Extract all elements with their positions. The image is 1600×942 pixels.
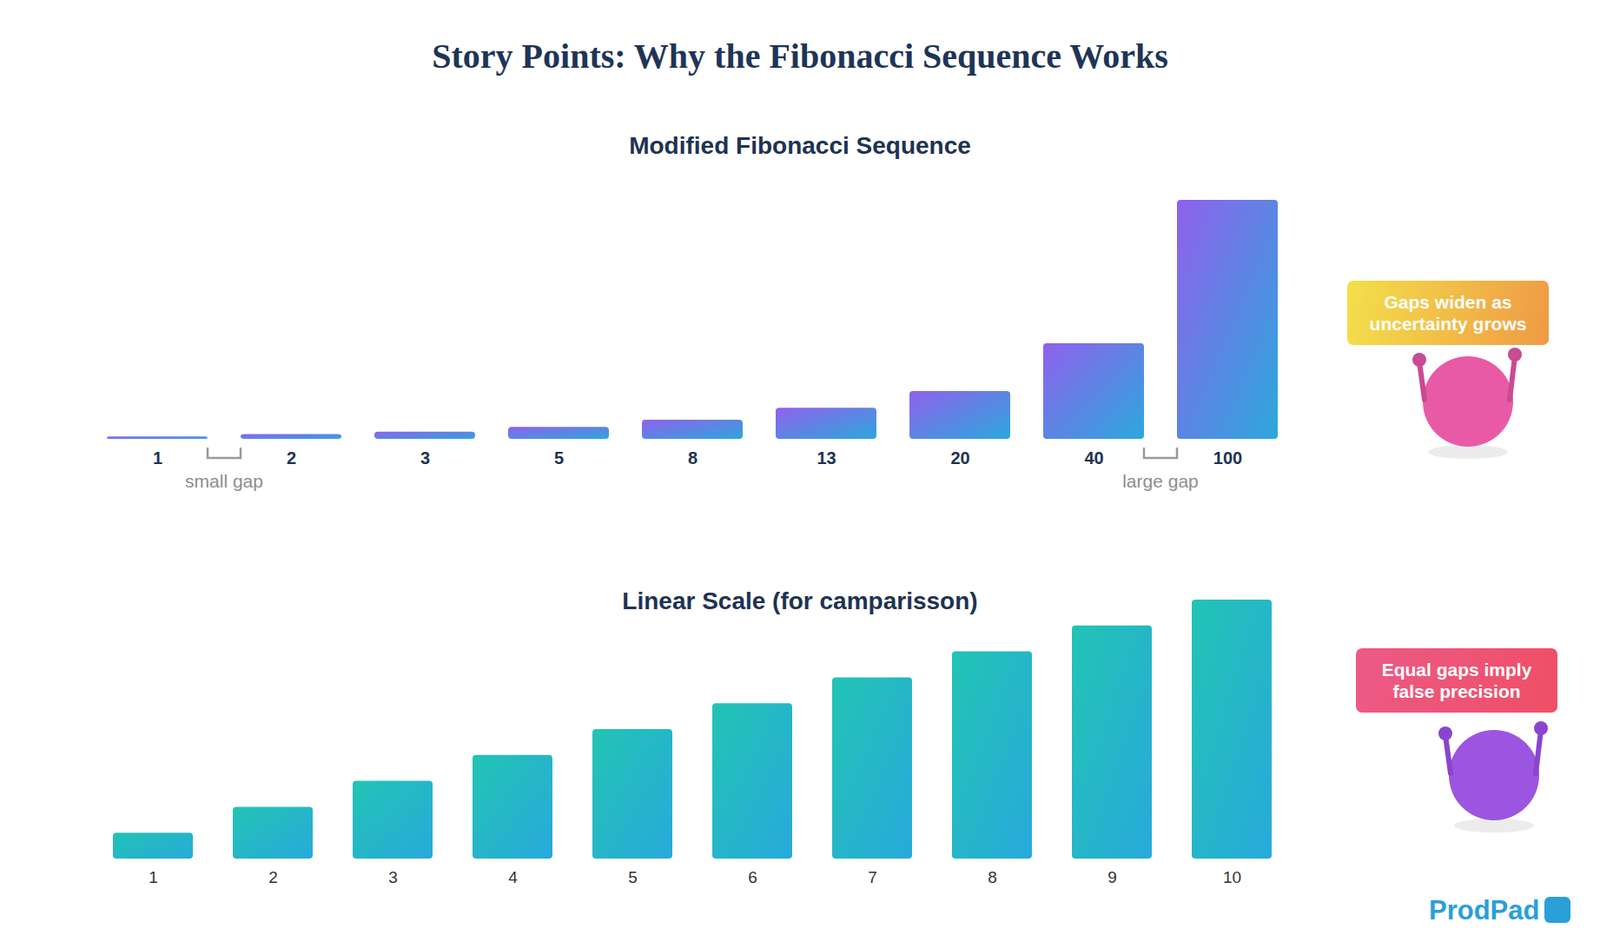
svg-text:100: 100 — [1213, 448, 1243, 468]
svg-text:1: 1 — [148, 867, 159, 886]
svg-text:13: 13 — [816, 448, 836, 468]
svg-text:4: 4 — [508, 867, 518, 886]
html-text:Linear Scale (for camparisson): Linear Scale (for camparisson) — [622, 587, 978, 615]
html-text:Gaps widen as uncertainty grow: Gaps widen as uncertainty grows — [1369, 291, 1527, 334]
svg-text:7: 7 — [867, 867, 878, 886]
svg-text:9: 9 — [1107, 867, 1118, 886]
svg-text:2: 2 — [268, 867, 278, 886]
html-text:Equal gaps imply false precisi: Equal gaps imply false precision — [1381, 659, 1532, 701]
svg-text:3: 3 — [388, 867, 398, 886]
svg-text:large gap: large gap — [1122, 470, 1199, 491]
svg-text:40: 40 — [1084, 448, 1104, 468]
svg-text:20: 20 — [950, 448, 970, 468]
svg-text:3: 3 — [420, 448, 430, 468]
html-text:Modified Fibonacci Sequence: Modified Fibonacci Sequence — [629, 132, 971, 159]
svg-text:6: 6 — [747, 867, 758, 886]
svg-text:10: 10 — [1223, 867, 1242, 886]
svg-text:5: 5 — [628, 867, 638, 886]
svg-text:8: 8 — [987, 867, 998, 886]
html-text:ProdPad: ProdPad — [1428, 894, 1540, 926]
svg-text:5: 5 — [554, 448, 564, 468]
svg-text:1: 1 — [152, 448, 163, 468]
html-text:Story Points: Why the Fibonacc: Story Points: Why the Fibonacci Sequence… — [431, 36, 1169, 76]
svg-text:2: 2 — [286, 448, 297, 468]
svg-text:small gap: small gap — [185, 470, 264, 491]
svg-text:8: 8 — [687, 448, 698, 468]
